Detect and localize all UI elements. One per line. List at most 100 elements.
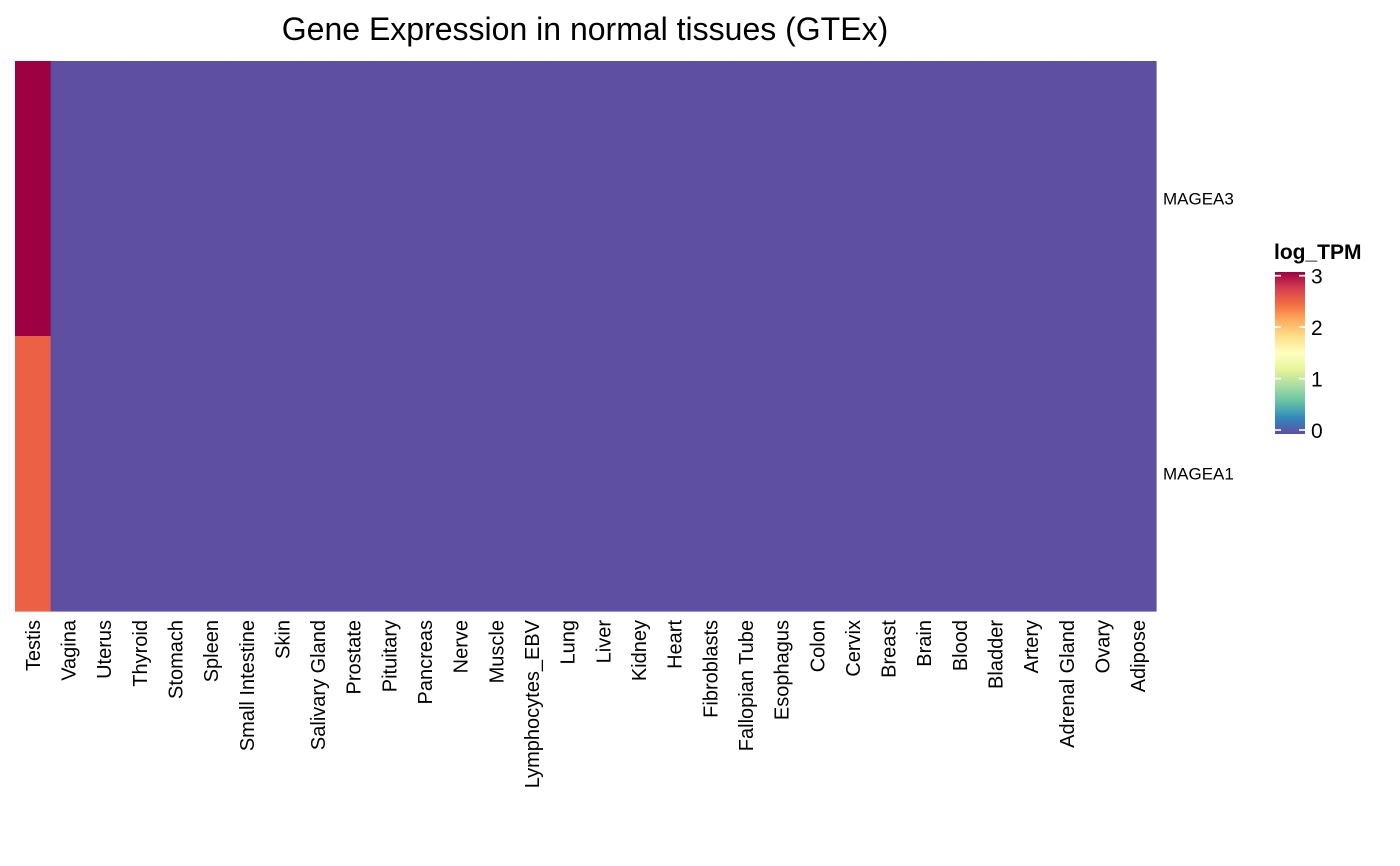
column-label: Heart [665,620,687,669]
heatmap-cell [300,336,337,612]
heatmap-cell [906,61,943,337]
heatmap-cell [1049,336,1086,612]
column-label: Small Intestine [237,620,259,751]
column-label: Adipose [1128,620,1150,692]
column-label: Colon [807,620,829,672]
heatmap-cell [15,336,52,612]
column-label: Artery [1021,620,1043,673]
column-label: Skin [272,620,294,659]
heatmap-cell [264,61,301,337]
column-label: Thyroid [130,620,152,687]
heatmap-cell [728,61,765,337]
column-label: Pancreas [415,620,437,705]
heatmap-cell [157,336,194,612]
legend-color-bar [1275,272,1305,434]
heatmap-cell [656,336,694,612]
column-label: Bladder [986,620,1008,689]
heatmap-cell [763,61,801,337]
heatmap-cell [870,61,908,337]
heatmap-cell [977,336,1014,612]
heatmap-cell [442,61,480,337]
column-label: Pituitary [379,620,401,692]
heatmap-cell [228,336,266,612]
legend-title: log_TPM [1274,241,1362,264]
column-label: Muscle [486,620,508,683]
column-label: Testis [23,620,45,671]
heatmap-cell [86,336,123,612]
heatmap-cell [549,61,587,337]
chart-title: Gene Expression in normal tissues (GTEx) [282,11,888,47]
heatmap-cell [585,336,622,612]
heatmap-cell [1084,336,1121,612]
heatmap-cell [335,61,373,337]
heatmap-cell [799,336,836,612]
row-labels: MAGEA3 MAGEA1 [1163,190,1234,484]
heatmap-cell [407,336,444,612]
heatmap-cell [442,336,480,612]
heatmap-cell [371,336,408,612]
heatmap-cell [692,336,729,612]
legend-tick-label: 3 [1311,266,1323,289]
heatmap-cell [656,61,694,337]
heatmap-cell [1013,336,1050,612]
heatmap-cell [121,336,159,612]
heatmap-cell [121,61,159,337]
heatmap-cell [942,61,979,337]
column-label: Esophagus [772,620,794,720]
heatmap-cell [1120,61,1157,337]
column-label: Blood [950,620,972,671]
column-label: Prostate [344,620,366,694]
heatmap-cell [835,336,872,612]
heatmap-cell [50,61,87,337]
heatmap-cell [1120,336,1157,612]
column-label: Nerve [451,620,473,673]
heatmap-cell [799,61,836,337]
heatmap-cell [728,336,765,612]
column-label: Liver [593,620,615,664]
column-label: Fallopian Tube [736,620,758,751]
heatmap-cell [621,336,658,612]
heatmap-cell [264,336,301,612]
heatmap-cell [692,61,729,337]
heatmap-cell [228,61,266,337]
column-label: Adrenal Gland [1057,620,1079,748]
heatmap-cell [514,61,551,337]
legend-tick-label: 1 [1311,369,1323,392]
column-label: Breast [879,620,901,678]
heatmap-cell [870,336,908,612]
column-label: Fibroblasts [700,620,722,718]
heatmap-cell [86,61,123,337]
heatmap-cell [1084,61,1121,337]
column-label: Ovary [1093,620,1115,673]
heatmap-cell [835,61,872,337]
row-label: MAGEA1 [1163,465,1234,484]
column-label: Vagina [59,619,81,681]
heatmap-cell [407,61,444,337]
heatmap-cell [15,61,52,337]
heatmap-cell [514,336,551,612]
row-label: MAGEA3 [1163,190,1234,209]
heatmap-cell [1049,61,1086,337]
column-label: Spleen [201,620,223,682]
heatmap-cell [478,61,515,337]
heatmap-cell [300,61,337,337]
heatmap-cells [15,61,1157,612]
heatmap-cell [763,336,801,612]
column-labels: Testis Vagina Uterus Thyroid Stomach Spleen Sm… [23,619,1150,788]
heatmap-cell [977,61,1014,337]
legend-ticks: 0 1 2 3 [1275,266,1323,443]
legend-tick-label: 0 [1311,420,1323,443]
legend-tick-label: 2 [1311,317,1323,340]
column-label: Brain [914,620,936,667]
heatmap-cell [335,336,373,612]
column-label: Lung [558,620,580,665]
heatmap-cell [157,61,194,337]
column-label: Cervix [843,620,865,677]
heatmap-cell [906,336,943,612]
heatmap-cell [193,336,230,612]
color-legend: log_TPM 0 1 2 3 [1274,241,1362,443]
column-label: Lymphocytes_EBV [522,619,544,788]
heatmap-cell [585,61,622,337]
heatmap-cell [621,61,658,337]
